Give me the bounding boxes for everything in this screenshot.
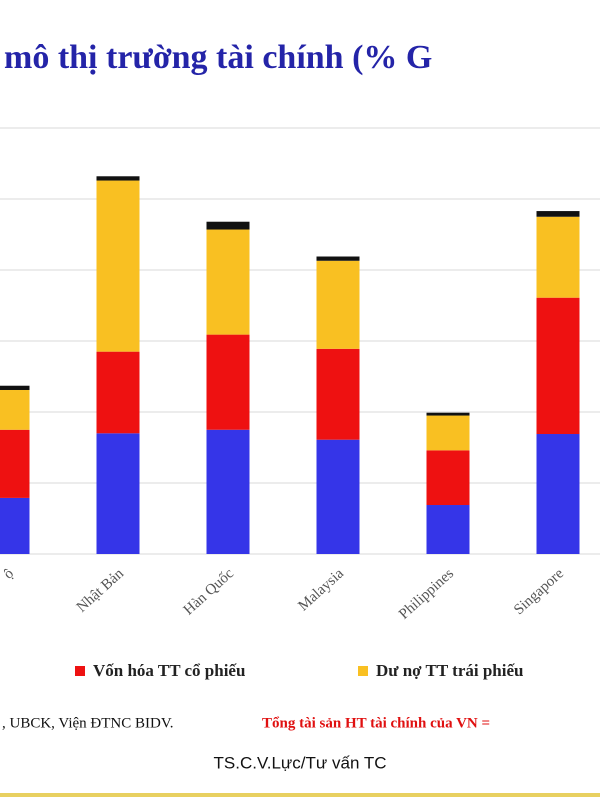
legend-label: Dư nợ TT trái phiếu [376, 661, 523, 680]
source-note: , UBCK, Viện ĐTNC BIDV. [2, 715, 173, 731]
bar-segment [536, 434, 580, 554]
x-tick-label: ộ [1, 566, 17, 583]
bar-segment [206, 334, 250, 430]
bar-segment [0, 385, 30, 390]
legend-swatch [75, 666, 85, 676]
chart-title: mô thị trường tài chính (% G [4, 39, 432, 76]
bar-segment [96, 180, 140, 352]
bar-segment [536, 211, 580, 217]
bar-segment [536, 216, 580, 298]
bar-segment [316, 256, 360, 261]
bar-segment [206, 429, 250, 554]
x-tick-label: Hàn Quốc [181, 565, 237, 618]
x-tick-label: Nhật Bản [74, 565, 127, 615]
bar-segment [96, 176, 140, 181]
bar-segment [206, 221, 250, 230]
footer-rule [0, 793, 600, 797]
bar-segment [426, 450, 470, 506]
bar-segment [316, 260, 360, 349]
bar-segment [96, 351, 140, 434]
bar-segment [426, 505, 470, 554]
legend-label: Vốn hóa TT cổ phiếu [93, 661, 245, 680]
bar-segment [206, 229, 250, 335]
bar-segment [426, 415, 470, 451]
bar-segment [0, 497, 30, 554]
bar-segment [426, 412, 470, 416]
highlight-note: Tổng tài sản HT tài chính của VN = [262, 715, 490, 731]
x-tick-label: Singapore [511, 565, 567, 618]
x-tick-label: Philippines [396, 566, 457, 623]
bar-segment [0, 389, 30, 430]
footer: TS.C.V.Lực/Tư vấn TC [214, 753, 387, 772]
bar-segment [316, 439, 360, 554]
bar-segment [0, 429, 30, 498]
legend-swatch [358, 666, 368, 676]
bar-segment [96, 433, 140, 554]
bar-segment [536, 297, 580, 435]
bar-segment [316, 348, 360, 440]
x-tick-label: Malaysia [295, 565, 347, 614]
